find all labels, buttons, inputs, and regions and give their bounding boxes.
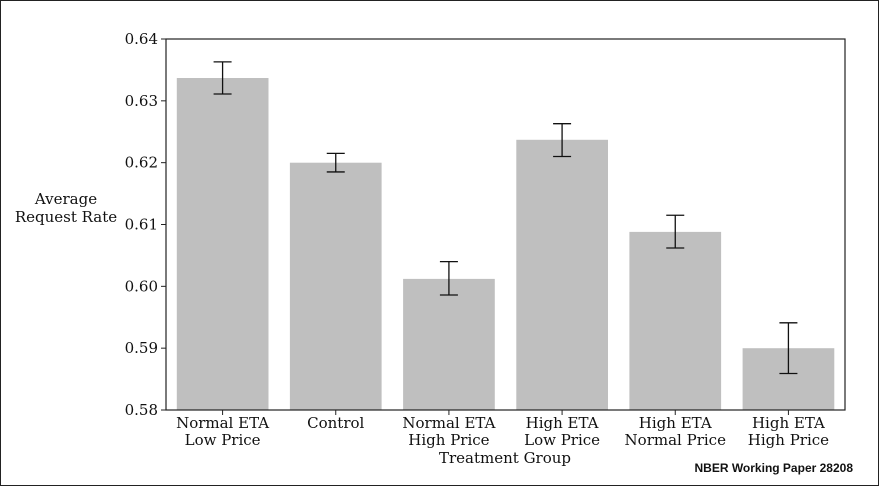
x-tick-label-4-line-0: High ETA — [639, 414, 712, 432]
error-bar-3 — [553, 123, 572, 158]
bar-0 — [176, 78, 269, 410]
bar-2 — [403, 278, 495, 410]
bar-4 — [629, 231, 722, 410]
y-axis-label-line-1: Average — [34, 190, 97, 208]
y-axis-label-line-2: Request Rate — [15, 208, 117, 226]
error-bar-0 — [213, 61, 232, 95]
y-tick-label-2: 0.60 — [125, 277, 158, 295]
bar-3 — [516, 139, 608, 411]
x-axis-label: Treatment Group — [439, 449, 571, 467]
y-tick-label-0: 0.58 — [125, 401, 158, 419]
x-tick-label-3-line-1: Low Price — [524, 431, 600, 449]
y-tick-label-3: 0.61 — [125, 216, 158, 234]
error-bar-5 — [779, 322, 798, 375]
y-tick-label-6: 0.64 — [125, 30, 158, 48]
x-tick-label-2-line-1: High Price — [408, 431, 489, 449]
x-tick-label-4-line-1: Normal Price — [625, 431, 727, 449]
error-bar-4 — [666, 214, 685, 249]
x-tick-label-0-line-0: Normal ETA — [176, 414, 269, 432]
x-tick-label-1-line-0: Control — [307, 414, 364, 432]
x-tick-label-2-line-0: Normal ETA — [402, 414, 495, 432]
y-tick-label-5: 0.63 — [125, 92, 158, 110]
x-tick-label-0-line-1: Low Price — [185, 431, 261, 449]
x-tick-label-5-line-1: High Price — [748, 431, 829, 449]
y-tick-label-1: 0.59 — [125, 339, 158, 357]
x-tick-label-3-line-0: High ETA — [526, 414, 599, 432]
y-tick-label-4: 0.62 — [125, 154, 158, 172]
x-tick-label-5-line-0: High ETA — [752, 414, 825, 432]
watermark-text: NBER Working Paper 28208 — [694, 461, 853, 475]
bar-1 — [289, 162, 382, 410]
error-bar-2 — [439, 260, 458, 296]
error-bar-1 — [326, 152, 345, 173]
